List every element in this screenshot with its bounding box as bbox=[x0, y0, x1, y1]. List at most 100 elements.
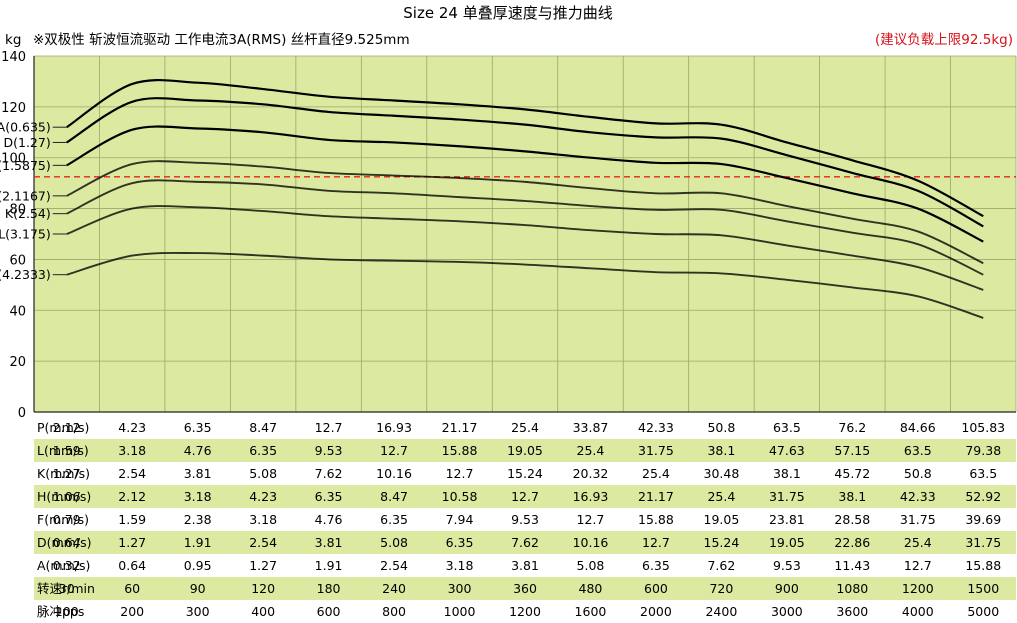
table-cell: 1.27 bbox=[53, 466, 81, 481]
plot-area: 0 20 40 60 80 100 120 140 A(0.635)D(1.27) F(1.587… bbox=[0, 50, 1017, 421]
y-tick-label: 120 bbox=[1, 101, 26, 116]
table-cell: 600 bbox=[317, 604, 341, 619]
table-cell: 1.59 bbox=[118, 512, 146, 527]
table-cell: 6.35 bbox=[249, 443, 277, 458]
table-row-label: L(mm/s) bbox=[37, 443, 89, 458]
table-cell: 5.08 bbox=[380, 535, 408, 550]
table-cell: 10.16 bbox=[376, 466, 412, 481]
y-tick-label: 20 bbox=[9, 355, 26, 370]
series-label: F(1.5875) bbox=[0, 158, 51, 173]
table-cell: 7.62 bbox=[707, 558, 735, 573]
series-label: P(4.2333) bbox=[0, 267, 51, 282]
table-cell: 60 bbox=[124, 581, 140, 596]
table-cell: 0.64 bbox=[53, 535, 81, 550]
table-cell: 15.24 bbox=[704, 535, 740, 550]
table-cell: 45.72 bbox=[834, 466, 870, 481]
table-cell: 2.54 bbox=[249, 535, 277, 550]
table-row-label: 转速r/min bbox=[37, 581, 95, 596]
chart-subtitle: ※双极性 斩波恒流驱动 工作电流3A(RMS) 丝杆直径9.525mm bbox=[33, 32, 410, 48]
table-cell: 7.94 bbox=[446, 512, 474, 527]
table-cell: 9.53 bbox=[511, 512, 539, 527]
table-cell: 1.91 bbox=[315, 558, 343, 573]
table-cell: 8.47 bbox=[380, 489, 408, 504]
table-cell: 12.7 bbox=[315, 420, 343, 435]
table-cell: 6.35 bbox=[184, 420, 212, 435]
table-cell: 25.4 bbox=[577, 443, 605, 458]
table-cell: 25.4 bbox=[904, 535, 932, 550]
table-cell: 31.75 bbox=[965, 535, 1001, 550]
table-cell: 3600 bbox=[836, 604, 868, 619]
table-cell: 4.23 bbox=[118, 420, 146, 435]
table-row-label: 脉冲pps bbox=[37, 604, 84, 619]
table-cell: 0.79 bbox=[53, 512, 81, 527]
table-cell: 42.33 bbox=[638, 420, 674, 435]
table-cell: 8.47 bbox=[249, 420, 277, 435]
series-label: A(0.635) bbox=[0, 120, 51, 135]
table-cell: 19.05 bbox=[704, 512, 740, 527]
table-cell: 16.93 bbox=[376, 420, 412, 435]
table-cell: 0.95 bbox=[184, 558, 212, 573]
table-cell: 5.08 bbox=[249, 466, 277, 481]
table-cell: 2.54 bbox=[380, 558, 408, 573]
table-cell: 720 bbox=[709, 581, 733, 596]
table-cell: 63.5 bbox=[904, 443, 932, 458]
table-cell: 6.35 bbox=[380, 512, 408, 527]
table-cell: 25.4 bbox=[642, 466, 670, 481]
table-cell: 30.48 bbox=[704, 466, 740, 481]
y-tick-label: 80 bbox=[9, 203, 26, 218]
table-cell: 31.75 bbox=[638, 443, 674, 458]
y-tick-label: 100 bbox=[1, 152, 26, 167]
y-axis-unit-label: kg bbox=[5, 32, 21, 48]
series-line bbox=[66, 79, 984, 218]
table-cell: 33.87 bbox=[573, 420, 609, 435]
table-cell: 1000 bbox=[444, 604, 476, 619]
table-row-shade bbox=[34, 439, 1016, 462]
table-cell: 360 bbox=[513, 581, 537, 596]
table-cell: 63.5 bbox=[773, 420, 801, 435]
table-row-label: K(mm/s) bbox=[37, 466, 90, 481]
table-cell: 6.35 bbox=[446, 535, 474, 550]
table-cell: 1200 bbox=[509, 604, 541, 619]
series-label: K(2.54) bbox=[5, 206, 51, 221]
table-cell: 100 bbox=[55, 604, 79, 619]
table-cell: 6.35 bbox=[642, 558, 670, 573]
table-cell: 12.7 bbox=[642, 535, 670, 550]
table-cell: 2.12 bbox=[118, 489, 146, 504]
table-cell: 12.7 bbox=[904, 558, 932, 573]
table-cell: 400 bbox=[251, 604, 275, 619]
table-cell: 5000 bbox=[967, 604, 999, 619]
table-cell: 12.7 bbox=[577, 512, 605, 527]
table-cell: 30 bbox=[59, 581, 75, 596]
table-cell: 2000 bbox=[640, 604, 672, 619]
table-cell: 1600 bbox=[575, 604, 607, 619]
series-label: L(3.175) bbox=[0, 227, 51, 242]
table-cell: 6.35 bbox=[315, 489, 343, 504]
table-row-label: A(mm/s) bbox=[37, 558, 90, 573]
table-cell: 11.43 bbox=[834, 558, 870, 573]
table-cell: 19.05 bbox=[769, 535, 805, 550]
table-cell: 240 bbox=[382, 581, 406, 596]
y-tick-label: 60 bbox=[9, 253, 26, 268]
table-row-label: H(mm/s) bbox=[37, 489, 91, 504]
table-cell: 3.81 bbox=[511, 558, 539, 573]
table-cell: 21.17 bbox=[638, 489, 674, 504]
table-row-label: D(mm/s) bbox=[37, 535, 91, 550]
table-cell: 2.12 bbox=[53, 420, 81, 435]
y-tick-label: 0 bbox=[18, 406, 26, 421]
table-cell: 57.15 bbox=[834, 443, 870, 458]
table-cell: 7.62 bbox=[315, 466, 343, 481]
table-cell: 300 bbox=[186, 604, 210, 619]
table-cell: 4000 bbox=[902, 604, 934, 619]
chart-title: Size 24 单叠厚速度与推力曲线 bbox=[403, 4, 612, 22]
table-cell: 3.18 bbox=[446, 558, 474, 573]
table-cell: 2.38 bbox=[184, 512, 212, 527]
table-cell: 50.8 bbox=[707, 420, 735, 435]
table-cell: 0.64 bbox=[118, 558, 146, 573]
series-line bbox=[66, 97, 984, 228]
table-cell: 25.4 bbox=[707, 489, 735, 504]
table-cell: 3.18 bbox=[184, 489, 212, 504]
table-cell: 3.18 bbox=[249, 512, 277, 527]
table-cell: 12.7 bbox=[380, 443, 408, 458]
table-row-shade bbox=[34, 531, 1016, 554]
table-cell: 1.27 bbox=[118, 535, 146, 550]
